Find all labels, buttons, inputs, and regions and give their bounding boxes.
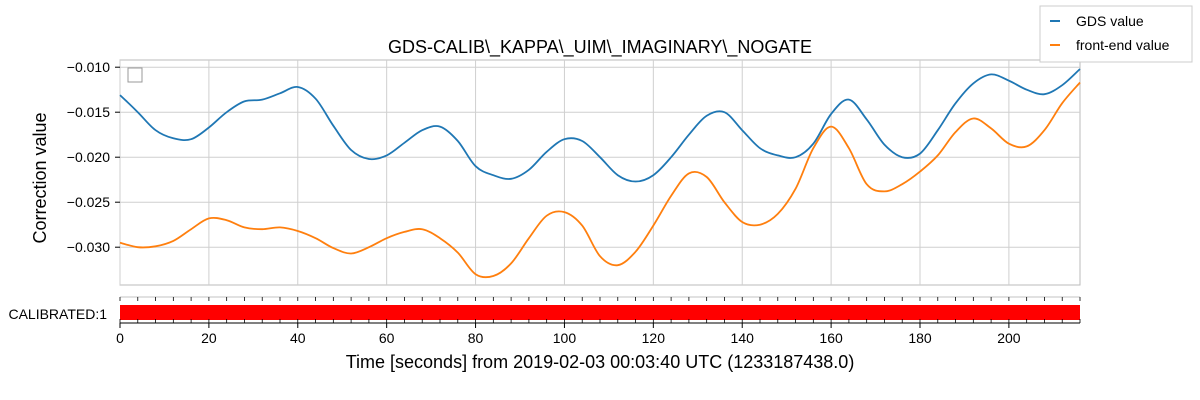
x-tick-label: 180 (908, 330, 932, 346)
y-axis-ticks: −0.030 −0.025 −0.020 −0.015 −0.010 (67, 59, 120, 255)
x-tick-label: 140 (731, 330, 755, 346)
x-tick-label: 80 (468, 330, 484, 346)
y-axis-label: Correction value (30, 112, 50, 243)
y-tick-label: −0.020 (67, 149, 110, 165)
legend-box (1039, 5, 1193, 63)
x-tick-label: 40 (290, 330, 306, 346)
legend: GDS value front-end value (1039, 5, 1193, 63)
plot-area (119, 59, 1081, 286)
chart-title: GDS-CALIB\_KAPPA\_UIM\_IMAGINARY\_NOGATE (388, 37, 812, 58)
empty-legend-box (127, 67, 143, 83)
y-tick-label: −0.015 (67, 104, 110, 120)
segment-bar-label: CALIBRATED:1 (8, 306, 107, 322)
x-tick-label: 60 (379, 330, 395, 346)
x-tick-label: 200 (997, 330, 1021, 346)
segment-bar-fill (120, 305, 1080, 320)
x-tick-label: 20 (201, 330, 217, 346)
series-layer (119, 68, 1081, 279)
x-axis-ticks: 0 20 40 60 80 100 120 140 160 180 200 (116, 323, 1021, 346)
legend-label-gds-value: GDS value (1076, 13, 1144, 29)
x-tick-label: 0 (116, 330, 124, 346)
segment-bar-area (119, 296, 1081, 324)
x-axis-label: Time [seconds] from 2019-02-03 00:03:40 … (346, 352, 855, 372)
x-tick-label: 120 (642, 330, 666, 346)
y-tick-label: −0.030 (67, 239, 110, 255)
x-tick-label: 100 (553, 330, 577, 346)
series-line-gds-value (119, 68, 1081, 183)
legend-label-front-end-value: front-end value (1076, 37, 1170, 53)
y-tick-label: −0.010 (67, 59, 110, 75)
plot-border (119, 59, 1081, 286)
y-tick-label: −0.025 (67, 194, 110, 210)
x-tick-label: 160 (819, 330, 843, 346)
series-line-front-end-value (119, 81, 1081, 279)
